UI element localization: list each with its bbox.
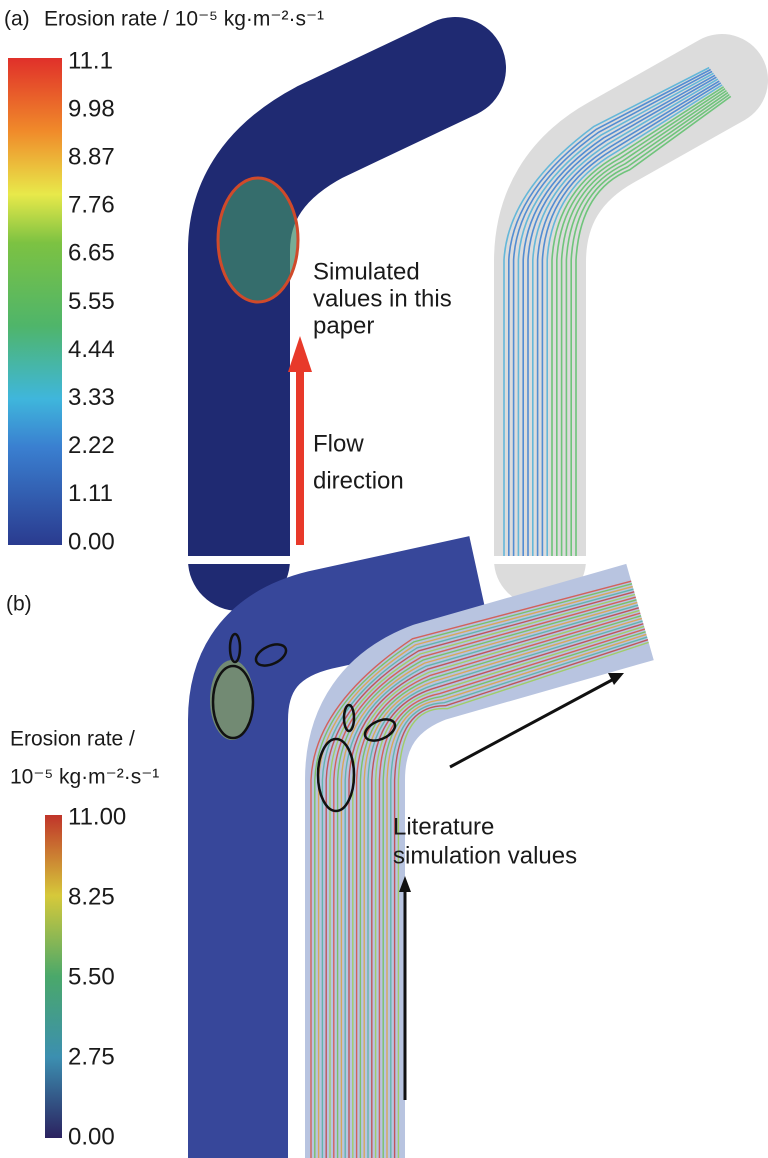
streamline bbox=[551, 86, 725, 560]
streamline bbox=[378, 628, 646, 1158]
streamline bbox=[314, 583, 633, 1158]
ellipse bbox=[342, 703, 356, 733]
streamline bbox=[512, 70, 713, 560]
ellipse bbox=[363, 718, 397, 742]
colorbar-tick-label: 2.75 bbox=[68, 1043, 115, 1070]
streamline bbox=[386, 633, 647, 1158]
colorbar-title: Erosion rate / bbox=[10, 728, 135, 751]
streamline bbox=[355, 612, 641, 1158]
streamline bbox=[565, 91, 729, 560]
streamline bbox=[546, 84, 723, 560]
ellipse bbox=[228, 632, 242, 664]
flow-arrowhead bbox=[288, 336, 312, 372]
streamline bbox=[575, 95, 732, 560]
streamline bbox=[556, 88, 726, 560]
annotation: simulation values bbox=[393, 842, 577, 869]
arrowhead bbox=[399, 876, 411, 892]
streamline bbox=[310, 580, 632, 1158]
colorbar-tick-label: 8.25 bbox=[68, 883, 115, 910]
pipe-cut bbox=[480, 556, 600, 564]
colorbar-title: 10⁻⁵ kg·m⁻²·s⁻¹ bbox=[10, 766, 159, 789]
streamline bbox=[325, 591, 635, 1158]
streamline bbox=[560, 89, 727, 560]
streamline bbox=[570, 93, 730, 560]
ellipse bbox=[254, 643, 288, 667]
colorbar-tick-label: 4.44 bbox=[68, 336, 115, 363]
colorbar-tick-label: 0.00 bbox=[68, 528, 115, 555]
streamline bbox=[359, 615, 642, 1158]
colorbar-tick-label: 8.87 bbox=[68, 144, 115, 171]
streamline bbox=[393, 639, 649, 1158]
erosion-zone bbox=[218, 178, 298, 302]
colorbar-tick-label: 6.65 bbox=[68, 240, 115, 267]
streamline bbox=[532, 78, 719, 560]
ellipse bbox=[316, 737, 356, 813]
colorbar-title: Erosion rate / 10⁻⁵ kg·m⁻²·s⁻¹ bbox=[44, 8, 324, 31]
ellipse bbox=[211, 664, 255, 740]
streamline bbox=[397, 641, 649, 1158]
streamline bbox=[390, 636, 648, 1158]
streamline bbox=[508, 68, 712, 560]
colorbar bbox=[8, 58, 62, 545]
colorbar-tick-label: 2.22 bbox=[68, 432, 115, 459]
streamline bbox=[344, 604, 639, 1158]
streamline bbox=[348, 607, 639, 1158]
streamline bbox=[321, 588, 634, 1158]
colorbar bbox=[45, 815, 62, 1138]
colorbar-tick-label: 3.33 bbox=[68, 384, 115, 411]
streamline bbox=[333, 596, 636, 1158]
panel-label: (b) bbox=[6, 593, 32, 616]
annotation: direction bbox=[313, 467, 404, 494]
panel-label: (a) bbox=[4, 8, 30, 31]
colorbar-tick-label: 9.98 bbox=[68, 95, 115, 122]
annotation: Simulated bbox=[313, 258, 420, 285]
colorbar-tick-label: 11.1 bbox=[68, 47, 113, 74]
erosion-zone bbox=[210, 660, 254, 740]
colorbar-tick-label: 1.11 bbox=[68, 480, 113, 507]
arrowhead bbox=[608, 673, 624, 685]
colorbar-tick-label: 11.00 bbox=[68, 803, 126, 830]
pipe-cut bbox=[188, 556, 292, 564]
streamline bbox=[517, 72, 714, 560]
streamline bbox=[340, 601, 638, 1158]
annotation: Literature bbox=[393, 813, 494, 840]
streamline bbox=[522, 74, 716, 560]
streamline bbox=[363, 617, 643, 1158]
streamline bbox=[541, 82, 722, 560]
streamline bbox=[382, 631, 646, 1158]
streamline bbox=[503, 66, 710, 560]
arrow bbox=[449, 678, 613, 769]
streamline bbox=[536, 80, 720, 560]
annotation: paper bbox=[313, 312, 374, 339]
highlight-ellipses bbox=[211, 632, 397, 813]
streamline bbox=[336, 599, 637, 1158]
colorbar-tick-label: 0.00 bbox=[68, 1123, 115, 1150]
annotation: Flow bbox=[313, 430, 364, 457]
colorbar-tick-label: 7.76 bbox=[68, 192, 115, 219]
streamline bbox=[527, 76, 717, 560]
colorbar-tick-label: 5.55 bbox=[68, 288, 115, 315]
colorbar-tick-label: 5.50 bbox=[68, 963, 115, 990]
erosion-edge bbox=[216, 176, 300, 304]
annotation: values in this bbox=[313, 285, 452, 312]
